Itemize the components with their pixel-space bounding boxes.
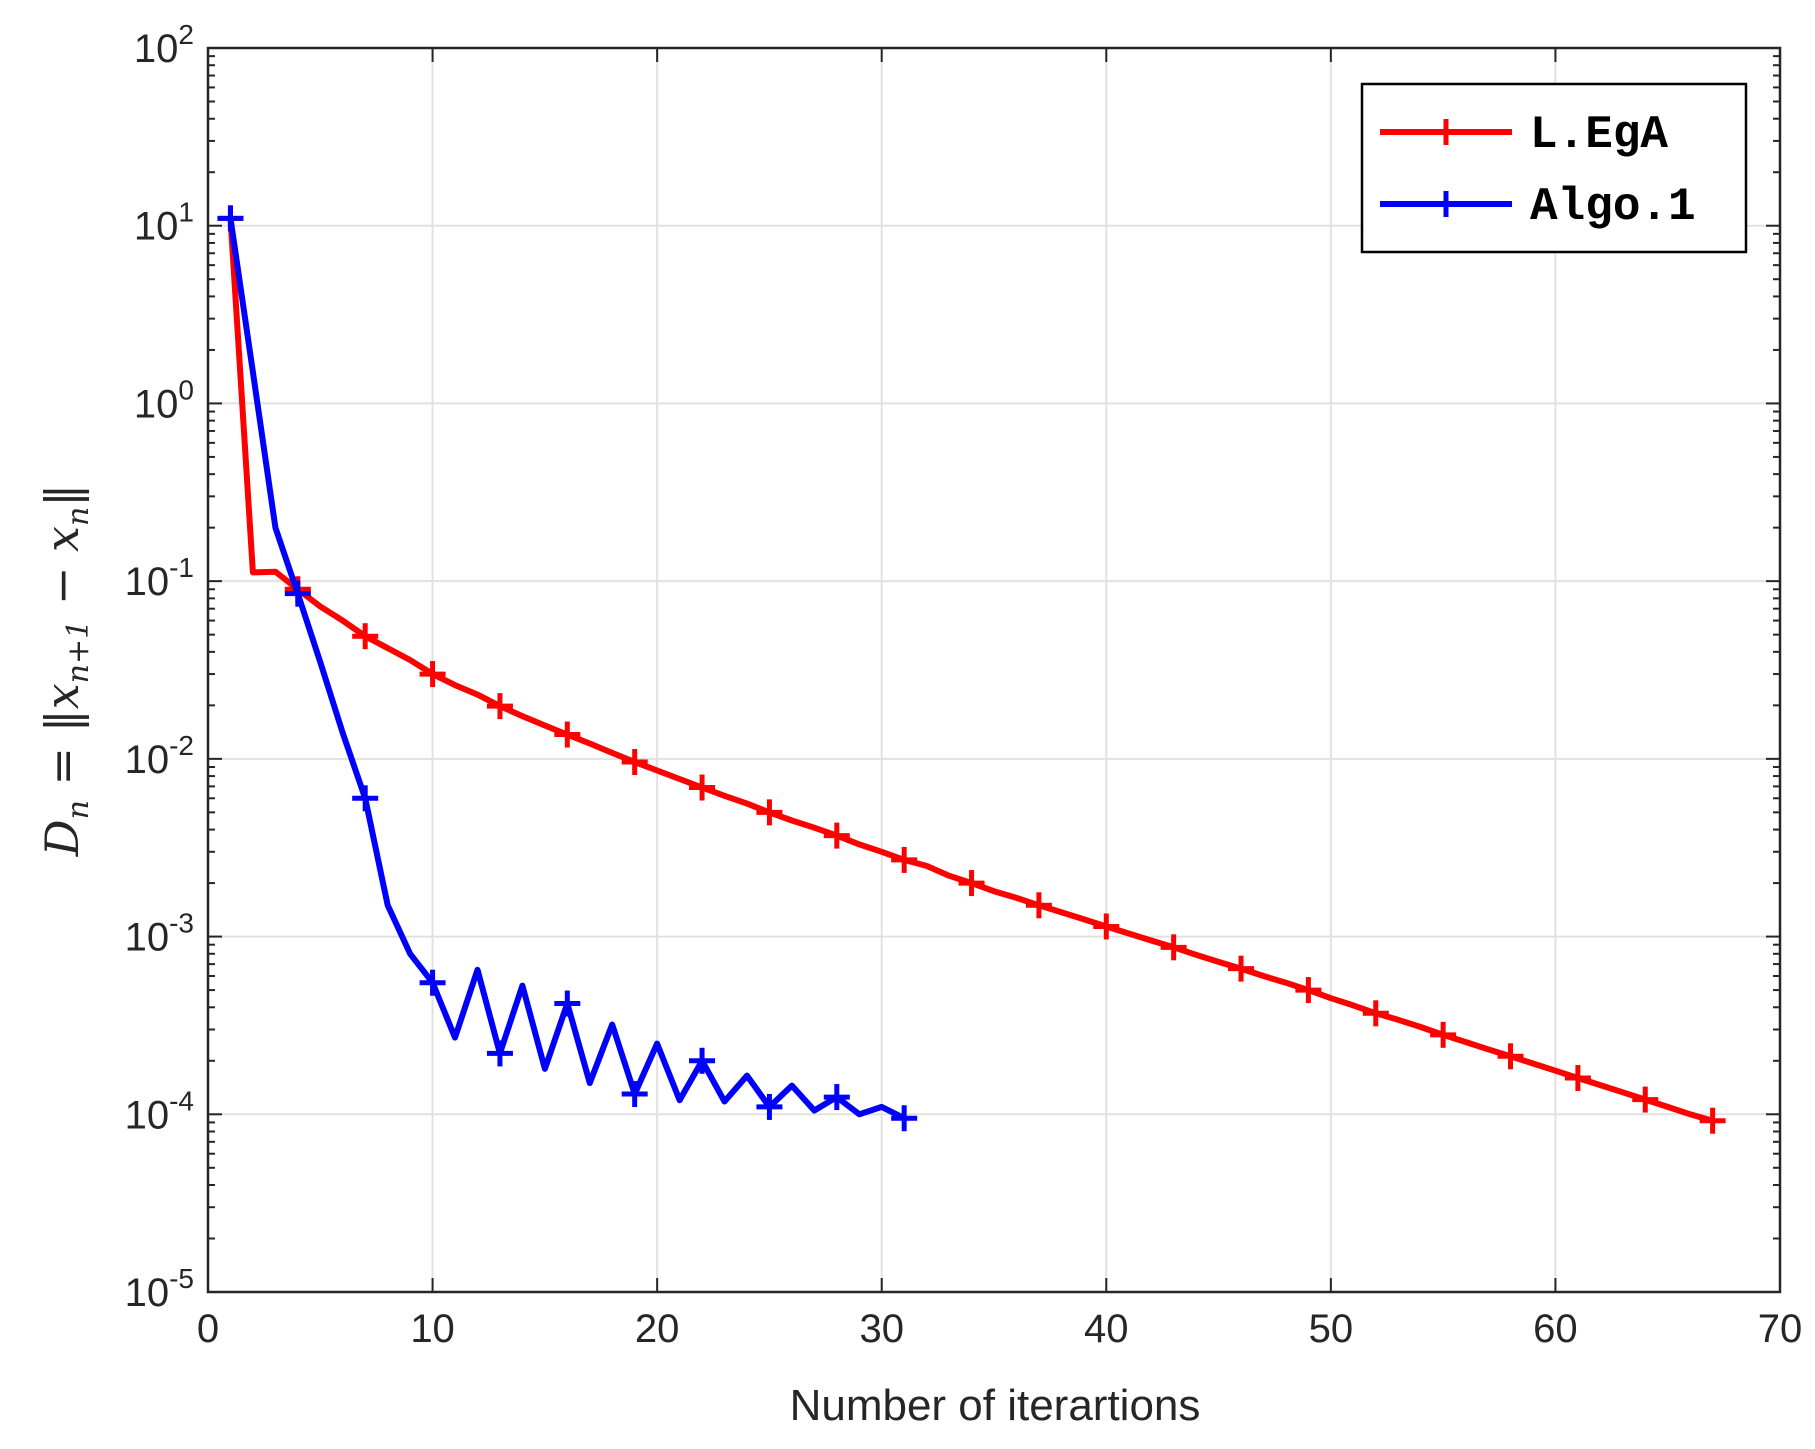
data-point: [891, 1105, 918, 1132]
series-layer: [217, 205, 1726, 1134]
y-tick-label: 10-2: [125, 730, 194, 782]
legend-entry: L.EgA: [1380, 109, 1668, 161]
data-point: [352, 623, 379, 650]
data-point: [756, 799, 783, 826]
x-tick-label: 70: [1758, 1307, 1803, 1351]
data-point: [823, 1084, 850, 1111]
legend-label: L.EgA: [1530, 109, 1668, 161]
y-axis-label: Dn = ‖xn+1 − xn‖: [35, 484, 96, 858]
data-point: [554, 990, 581, 1017]
y-axis-label-text: Dn = ‖xn+1 − xn‖: [35, 484, 96, 858]
data-point: [621, 749, 648, 776]
legend-label: Algo.1: [1530, 181, 1696, 233]
data-point: [1632, 1086, 1659, 1113]
data-point: [1362, 1000, 1389, 1027]
data-point: [352, 785, 379, 812]
data-point: [1160, 934, 1187, 961]
legend-box: [1360, 82, 1748, 254]
x-tick-label: 0: [197, 1307, 219, 1351]
data-point: [284, 580, 311, 607]
data-point: [1228, 955, 1255, 982]
x-tick-label: 20: [635, 1307, 680, 1351]
data-point: [1497, 1043, 1524, 1070]
x-tick-label: 40: [1084, 1307, 1129, 1351]
y-tick-label: 10-4: [125, 1085, 194, 1137]
x-tick-label: 10: [410, 1307, 455, 1351]
x-tick-label: 60: [1533, 1307, 1578, 1351]
data-point: [756, 1093, 783, 1120]
plot-frame: [206, 46, 1782, 1294]
y-tick-label: 10-1: [125, 552, 194, 604]
y-tick-label: 10-3: [125, 908, 194, 960]
y-tick-label: 101: [134, 197, 194, 249]
data-point: [689, 1047, 716, 1074]
data-point: [1564, 1065, 1591, 1092]
y-tick-label: 102: [134, 19, 194, 71]
x-tick-label: 50: [1309, 1307, 1354, 1351]
data-point: [217, 205, 244, 232]
x-axis-label: Number of iterartions: [790, 1381, 1201, 1430]
data-point: [958, 870, 985, 897]
y-tick-label: 100: [134, 374, 194, 426]
data-point: [1699, 1107, 1726, 1134]
data-point: [486, 1040, 513, 1067]
data-point: [621, 1081, 648, 1108]
data-point: [891, 846, 918, 873]
data-point: [419, 969, 446, 996]
data-point: [1430, 1021, 1457, 1048]
x-tick-label: 30: [859, 1307, 904, 1351]
axes: 0 10 20 30 40 50 60 70 10-5 10-4 10-3 10-2 10-1 100 10…: [125, 19, 1803, 1351]
y-tick-label: 10-5: [125, 1263, 194, 1315]
data-point: [689, 774, 716, 801]
grid: [208, 48, 1780, 1292]
legend-entry: Algo.1: [1380, 181, 1696, 233]
data-point: [1025, 892, 1052, 919]
data-point: [486, 693, 513, 720]
data-point: [419, 661, 446, 688]
data-point: [823, 822, 850, 849]
data-point: [1295, 977, 1322, 1004]
legend: L.EgA Algo.1: [1360, 82, 1748, 254]
data-point: [1093, 913, 1120, 940]
data-point: [554, 721, 581, 748]
